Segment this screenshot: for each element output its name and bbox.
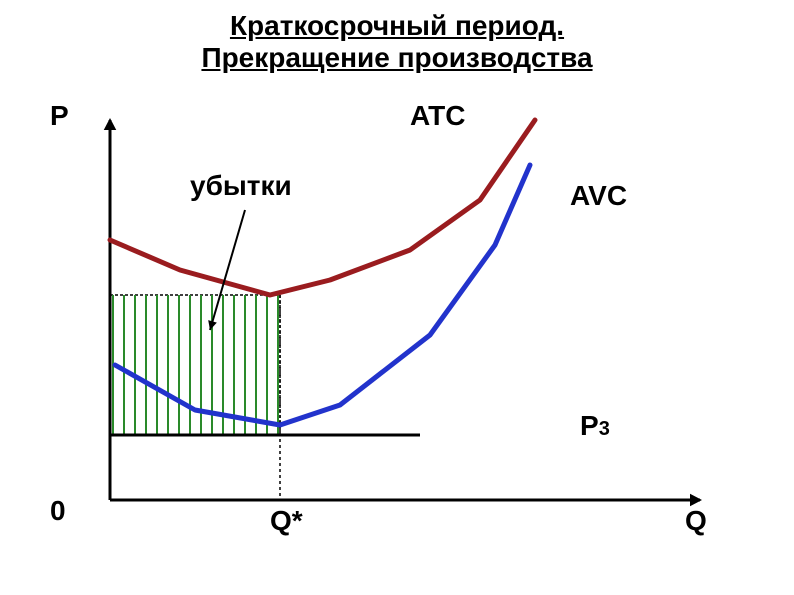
chart-svg xyxy=(80,110,720,530)
label-p3-p: P xyxy=(580,410,599,441)
label-q: Q xyxy=(685,505,707,537)
label-p: P xyxy=(50,100,69,132)
label-p3-sub: 3 xyxy=(599,418,610,440)
chart-area: P ATC AVC P3 Q Q* 0 убытки xyxy=(80,110,720,530)
label-p3: P3 xyxy=(580,410,610,442)
chart-title: Краткосрочный период. Прекращение произв… xyxy=(0,10,794,74)
atc-curve xyxy=(110,120,535,295)
chart-container: Краткосрочный период. Прекращение произв… xyxy=(0,0,794,595)
label-avc: AVC xyxy=(570,180,627,212)
title-line2: Прекращение производства xyxy=(0,42,794,74)
title-line1: Краткосрочный период. xyxy=(0,10,794,42)
label-zero: 0 xyxy=(50,495,66,527)
label-losses: убытки xyxy=(190,170,292,202)
label-qstar: Q* xyxy=(270,505,303,537)
label-atc: ATC xyxy=(410,100,465,132)
losses-arrow-line xyxy=(210,210,245,330)
y-axis-arrow xyxy=(104,118,117,130)
